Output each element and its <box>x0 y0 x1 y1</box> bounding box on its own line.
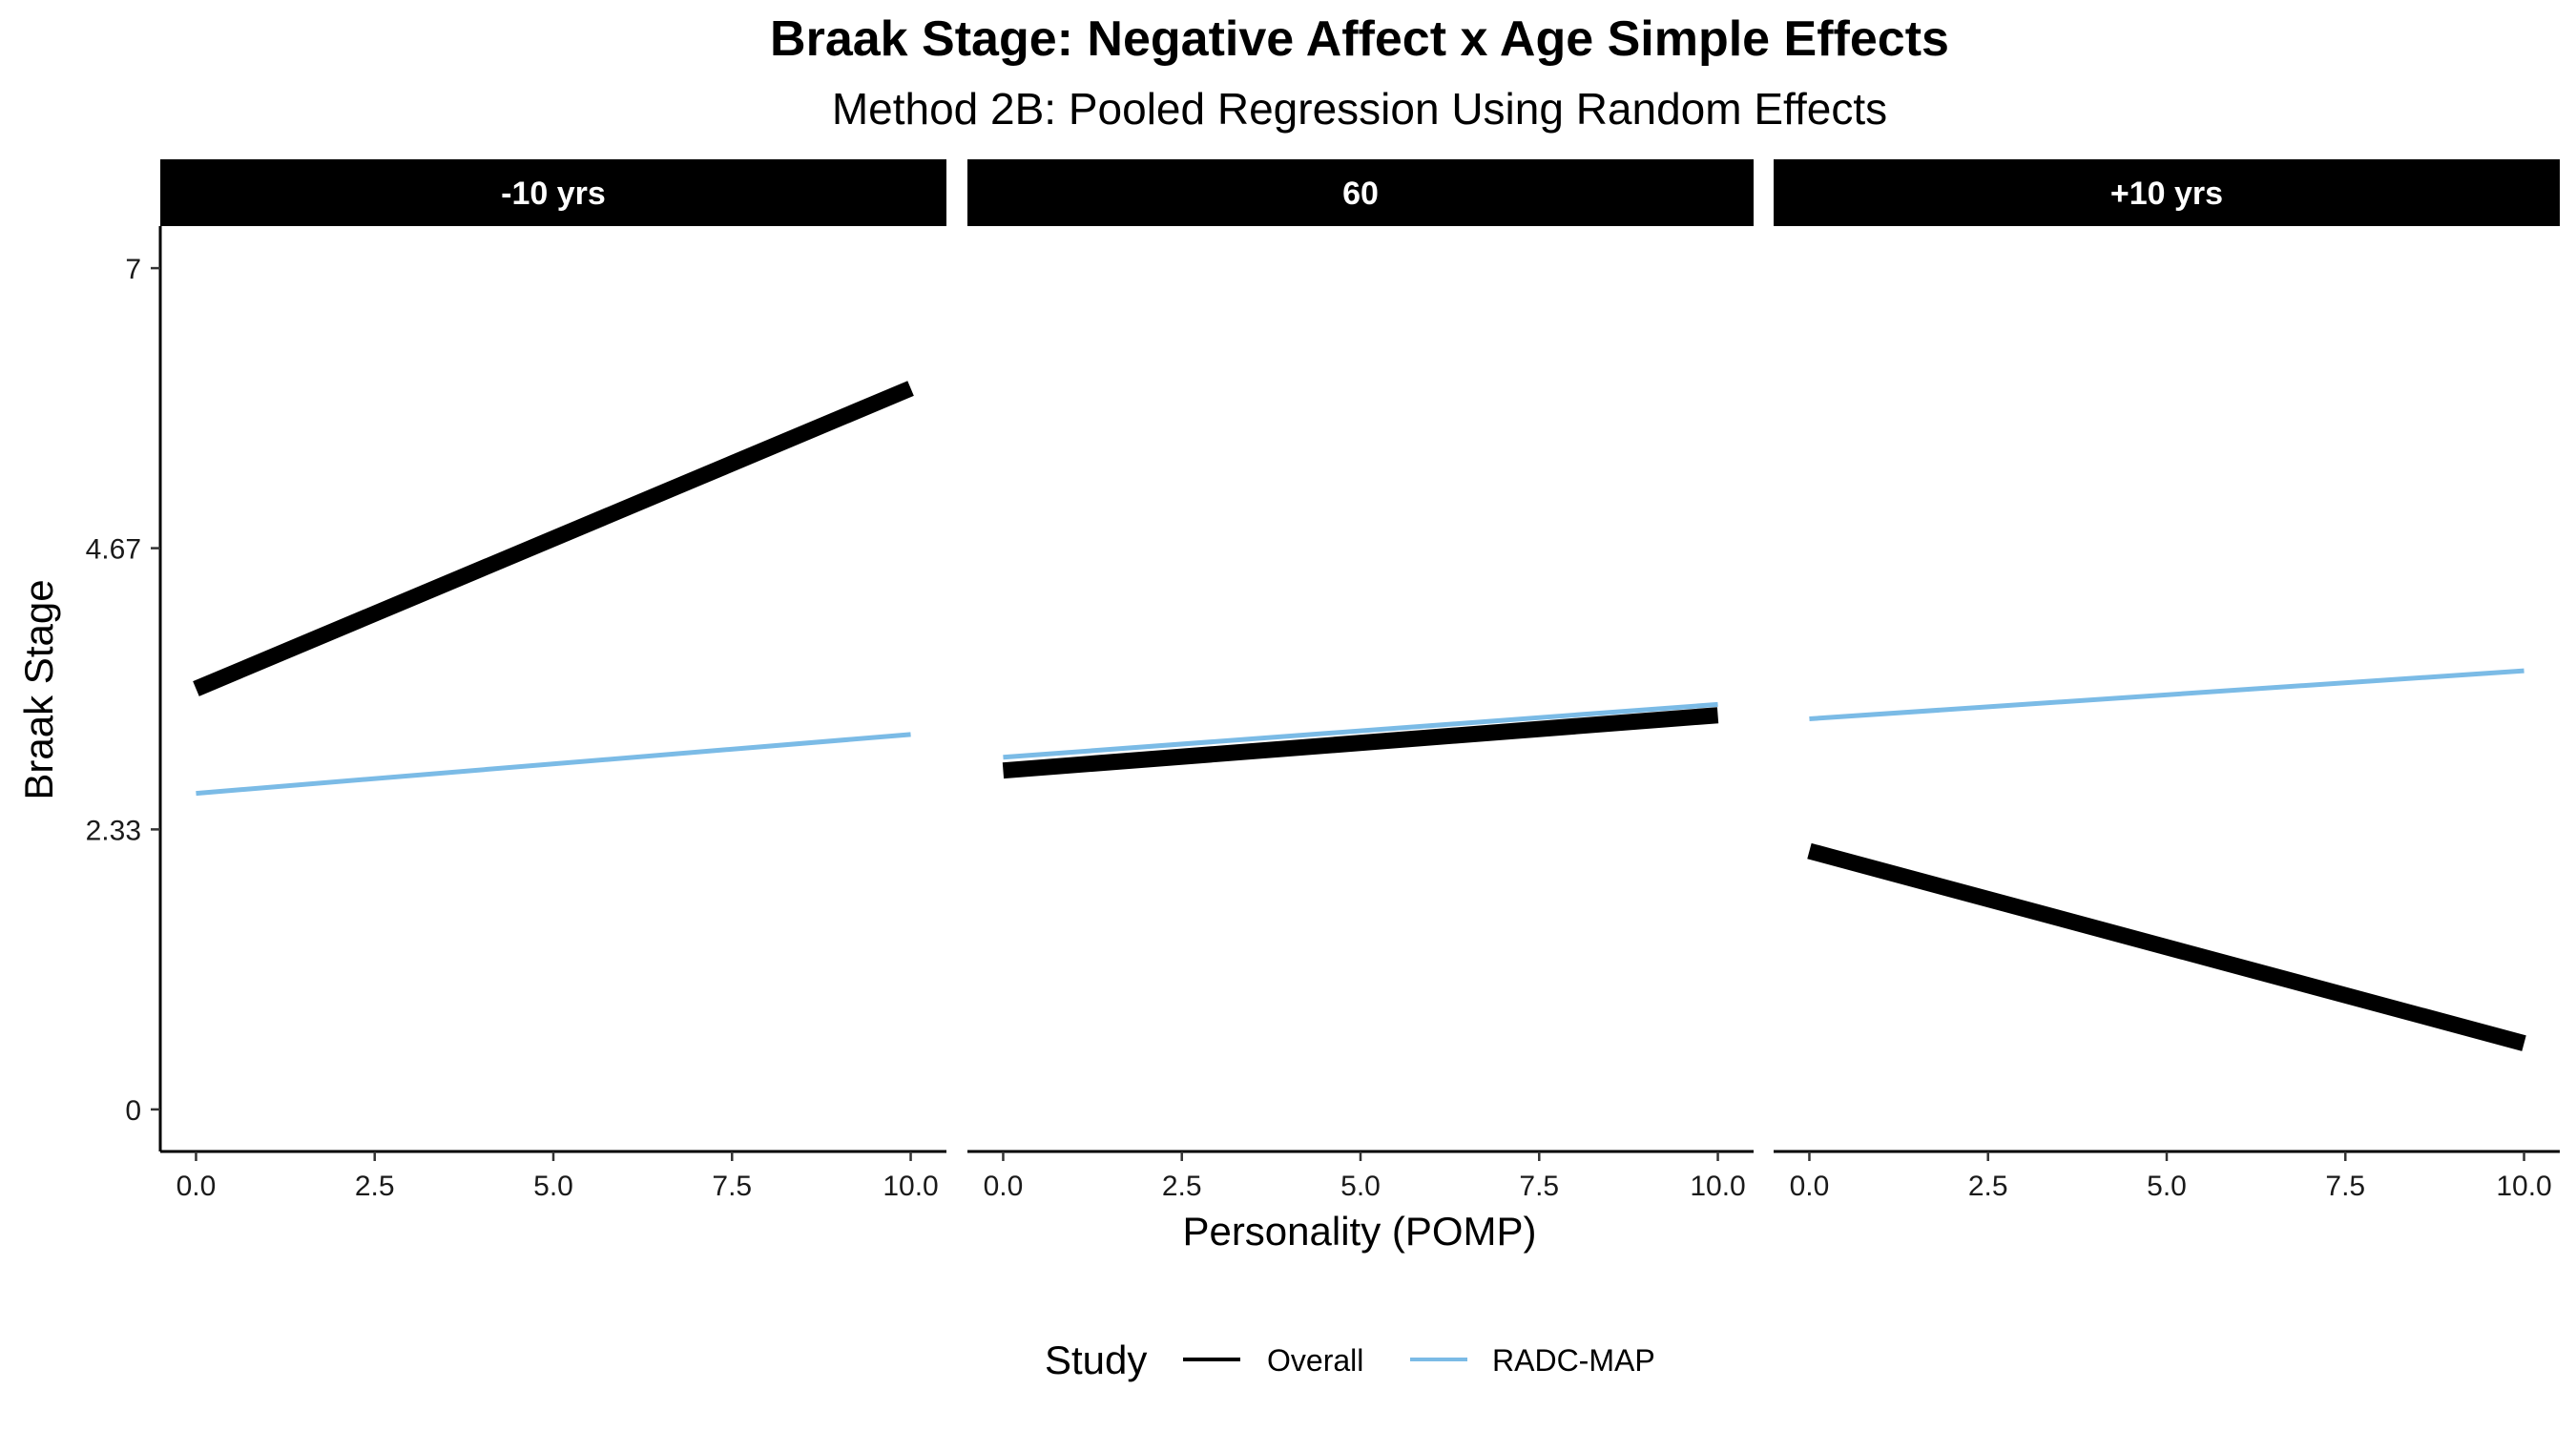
y-tick-label: 7 <box>125 254 141 285</box>
x-tick-label: 5.0 <box>1340 1171 1381 1202</box>
legend-label-radc-map: RADC-MAP <box>1492 1343 1655 1378</box>
facet-panel: -10 yrs 0.0 2.5 5.0 7.5 10.0 0 2.33 4.67 7 <box>86 159 946 1202</box>
x-tick-label: 7.5 <box>1519 1171 1559 1202</box>
facet-strip <box>967 159 1754 226</box>
x-tick-label: 7.5 <box>712 1171 752 1202</box>
legend-title: Study <box>1045 1338 1147 1382</box>
legend: Study Overall RADC-MAP <box>1045 1338 1655 1382</box>
x-tick-label: 5.0 <box>2147 1171 2187 1202</box>
x-tick-label: 10.0 <box>1690 1171 1745 1202</box>
series-line-overall <box>1002 707 1719 779</box>
x-axis-title: Personality (POMP) <box>1182 1209 1536 1254</box>
series-line-radc-map <box>196 732 911 797</box>
facet-strip-label: +10 yrs <box>2110 176 2223 212</box>
x-tick-label: 0.0 <box>177 1171 217 1202</box>
x-tick-label: 5.0 <box>533 1171 573 1202</box>
series-line-overall <box>1807 842 2526 1051</box>
y-tick-label: 0 <box>125 1095 141 1127</box>
series-line-radc-map <box>1809 668 2524 721</box>
y-tick-label: 2.33 <box>86 815 141 846</box>
x-tick-label: 2.5 <box>355 1171 395 1202</box>
facet-panel: +10 yrs 0.0 2.5 5.0 7.5 10.0 <box>1774 159 2560 1202</box>
x-tick-label: 2.5 <box>1162 1171 1202 1202</box>
x-tick-label: 10.0 <box>883 1171 938 1202</box>
x-tick-label: 10.0 <box>2496 1171 2551 1202</box>
x-tick-label: 0.0 <box>984 1171 1024 1202</box>
facet-panels: -10 yrs 0.0 2.5 5.0 7.5 10.0 0 2.33 4.67 7 60 0.0 2.… <box>86 159 2560 1202</box>
chart-title: Braak Stage: Negative Affect x Age Simpl… <box>770 11 1949 67</box>
chart-subtitle: Method 2B: Pooled Regression Using Rando… <box>832 84 1887 134</box>
x-tick-label: 2.5 <box>1968 1171 2008 1202</box>
y-tick-label: 4.67 <box>86 534 141 566</box>
series-line-overall <box>193 381 914 696</box>
facet-strip-label: 60 <box>1342 176 1379 212</box>
x-tick-label: 0.0 <box>1790 1171 1830 1202</box>
facet-panel: 60 0.0 2.5 5.0 7.5 10.0 <box>967 159 1754 1202</box>
facet-strip <box>160 159 946 226</box>
series-line-radc-map <box>1003 701 1718 760</box>
x-tick-label: 7.5 <box>2325 1171 2365 1202</box>
facet-strip <box>1774 159 2560 226</box>
y-axis-title: Braak Stage <box>16 579 61 799</box>
legend-label-overall: Overall <box>1267 1343 1363 1378</box>
facet-strip-label: -10 yrs <box>501 176 606 212</box>
